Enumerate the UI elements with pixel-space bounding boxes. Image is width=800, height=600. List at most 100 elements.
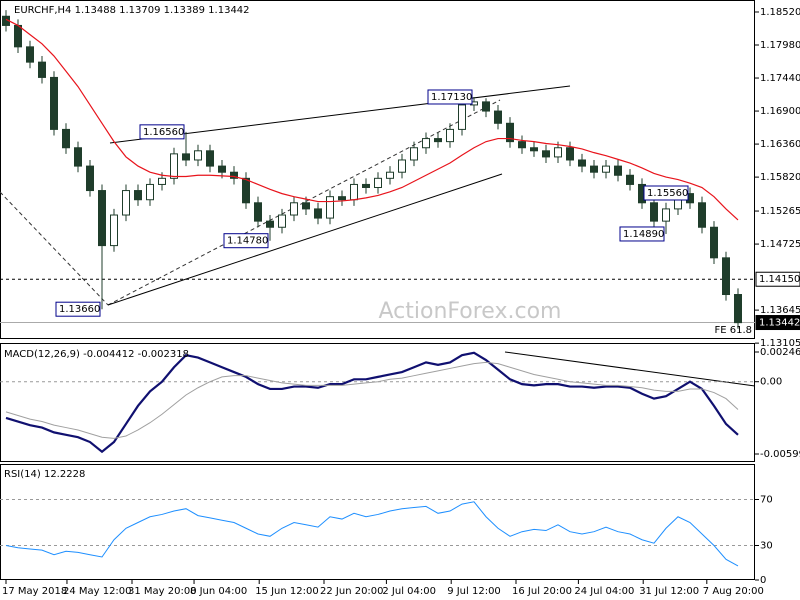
annotation-label: 1.15560 (647, 188, 688, 199)
candle-body (326, 196, 334, 219)
y-tick-label: 0.002463 (760, 347, 800, 358)
x-tick-label: 9 Jul 12:00 (447, 586, 501, 597)
candle-body (578, 159, 586, 167)
candle-body (14, 24, 22, 48)
candle-body (722, 257, 730, 296)
watermark: ActionForex.com (379, 299, 562, 324)
candle-body (170, 153, 178, 179)
candle-body (710, 226, 718, 259)
annotation-label: 1.14780 (227, 236, 268, 247)
annotation-box (427, 89, 473, 105)
candle-body (110, 214, 118, 247)
plot-layer: 1.18520 1.17980 1.17440 1.16900 1.16360 1.158… (0, 7, 800, 597)
y-tick-label: 1.17980 (760, 40, 800, 51)
candle-body (482, 101, 490, 112)
ma-line (5, 18, 739, 221)
candle-body (698, 202, 706, 228)
candle-body (386, 171, 394, 179)
y-tick-label: 1.16900 (760, 106, 800, 117)
candle-body (506, 122, 514, 143)
candle-body (362, 183, 370, 188)
annotation-label: 1.16560 (143, 127, 184, 138)
x-tick-label: 31 Jul 12:00 (639, 586, 699, 597)
annotation-box (643, 185, 689, 201)
candle-body (734, 294, 742, 324)
macd-line (5, 351, 739, 454)
macd-line (5, 361, 739, 439)
y-tick-label: 1.18520 (760, 7, 800, 18)
fe-label: FE 61.8 (714, 325, 752, 336)
annotation-box (139, 124, 185, 140)
y-tick-label: 1.13105 (760, 338, 800, 349)
candle-body (218, 165, 226, 173)
candle-body (458, 104, 466, 130)
annotation-label: 1.14890 (623, 229, 664, 240)
candle-body (542, 150, 550, 158)
macd-title: MACD(12,26,9) -0.004412 -0.002318 (4, 349, 189, 360)
candle-body (194, 150, 202, 161)
candle-body (62, 128, 70, 149)
candle-body (206, 150, 214, 167)
candle-body (278, 214, 286, 228)
candle-body (26, 46, 34, 63)
y-tick-label: -0.005992 (760, 449, 800, 460)
candle-body (290, 202, 298, 216)
x-tick-label: 24 Jul 04:00 (574, 586, 634, 597)
candle-body (146, 183, 154, 201)
candle-body (98, 190, 106, 247)
price-box (755, 315, 800, 331)
candle-body (554, 147, 562, 158)
y-tick-label: 0 (760, 575, 766, 586)
x-tick-label: 24 May 12:00 (63, 586, 132, 597)
candle-body (122, 190, 130, 216)
rsi-title: RSI(14) 12.2228 (4, 469, 85, 480)
x-tick-label: 8 Jun 04:00 (190, 586, 247, 597)
annotation-box (619, 226, 665, 242)
candle-body (74, 147, 82, 167)
x-tick-label: 15 Jun 12:00 (255, 586, 319, 597)
candle-body (242, 177, 250, 204)
candle-body (614, 165, 622, 176)
candle-body (422, 138, 430, 149)
candle-body (134, 190, 142, 201)
y-tick-label: 70 (760, 495, 773, 506)
y-tick-label: 1.15820 (760, 172, 800, 183)
rsi-line (5, 501, 739, 567)
candle-body (434, 138, 442, 143)
candle-body (590, 165, 598, 173)
candle-body (602, 165, 610, 173)
macd-frame (0, 343, 755, 462)
y-tick-label: 1.16360 (760, 139, 800, 150)
annotation-label: 1.17130 (431, 92, 472, 103)
candle-body (350, 183, 358, 201)
price-box-label: 1.14150 (759, 274, 800, 285)
y-tick-label: 0.00 (760, 377, 782, 388)
candle-body (254, 202, 262, 222)
candle-body (446, 128, 454, 143)
x-tick-label: 17 May 2018 (2, 586, 67, 597)
annotation-label: 1.13660 (59, 304, 100, 315)
candle-body (314, 208, 322, 219)
candle-body (338, 196, 346, 201)
resistance-line (109, 85, 571, 144)
candle-body (38, 61, 46, 78)
main-title: EURCHF,H4 1.13488 1.13709 1.13389 1.1344… (14, 5, 250, 16)
trend-dashed (0, 191, 109, 306)
candle-body (158, 177, 166, 185)
candle-body (494, 110, 502, 124)
y-tick-label: 1.13645 (760, 305, 800, 316)
rsi-frame (0, 464, 755, 580)
x-tick-label: 7 Aug 20:00 (703, 586, 764, 597)
annotation-box (223, 233, 269, 249)
price-box-label: 1.13442 (759, 318, 800, 329)
price-box (755, 271, 800, 287)
macd-trendline (504, 351, 756, 387)
candle-body (182, 153, 190, 161)
x-tick-label: 16 Jul 20:00 (512, 586, 572, 597)
y-tick-label: 1.17440 (760, 73, 800, 84)
main-frame (0, 0, 755, 339)
y-tick-label: 30 (760, 541, 773, 552)
candle-body (50, 76, 58, 130)
